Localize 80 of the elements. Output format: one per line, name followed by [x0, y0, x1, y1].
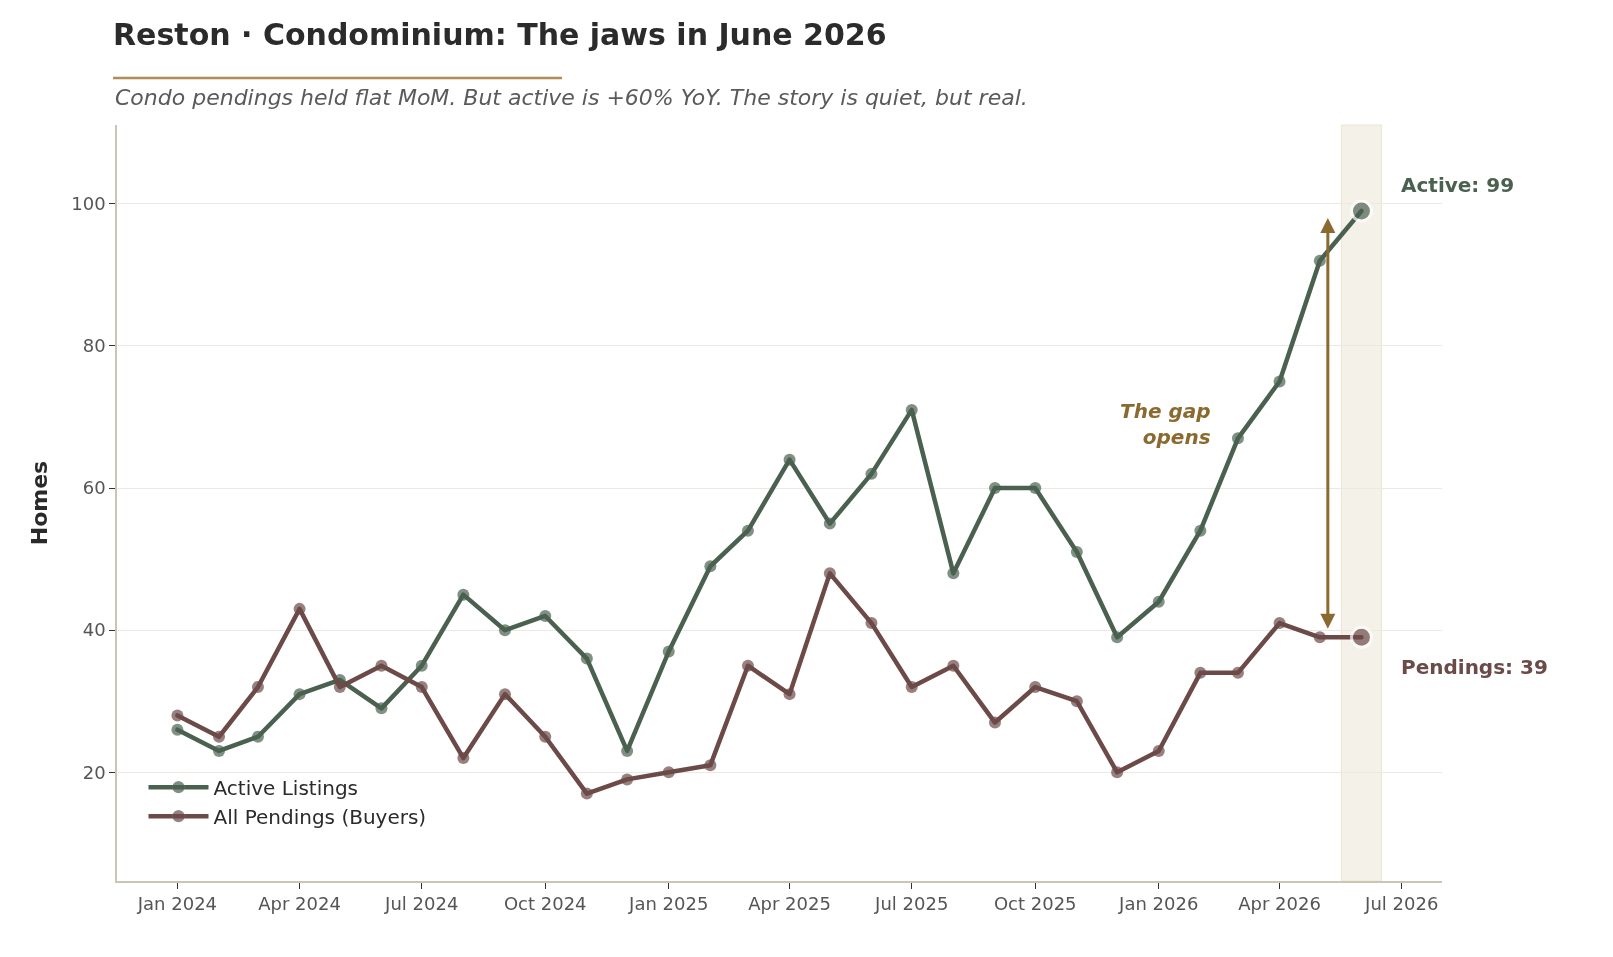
point	[1313, 631, 1326, 644]
y-axis-title: Homes	[26, 460, 52, 546]
point	[1231, 432, 1244, 445]
point	[498, 624, 511, 637]
point	[1194, 524, 1207, 537]
point	[457, 752, 470, 765]
point	[1070, 695, 1083, 708]
x-tick-label: Jan 2026	[1118, 893, 1199, 915]
point	[251, 730, 264, 743]
point	[539, 730, 552, 743]
point	[171, 723, 184, 736]
point	[415, 681, 428, 694]
point	[333, 681, 346, 694]
point	[1152, 744, 1165, 757]
point	[905, 681, 918, 694]
point	[865, 467, 878, 480]
data-label: Pendings: 39	[1401, 655, 1548, 679]
x-tick-label: Oct 2025	[993, 893, 1077, 915]
point	[213, 744, 226, 757]
data-label: Active: 99	[1401, 173, 1515, 197]
point	[251, 681, 264, 694]
y-tick-label: 40	[82, 619, 106, 641]
point	[293, 688, 306, 701]
point	[783, 688, 796, 701]
x-tick-label: Jul 2024	[384, 893, 459, 915]
point	[1194, 666, 1207, 679]
point	[865, 617, 878, 630]
point	[580, 787, 593, 800]
point	[171, 709, 184, 722]
point	[498, 688, 511, 701]
point	[1273, 375, 1286, 388]
point	[662, 645, 675, 658]
point	[375, 702, 388, 715]
point	[580, 652, 593, 665]
point	[1111, 766, 1124, 779]
point	[947, 567, 960, 580]
point	[539, 609, 552, 622]
legend-label: All Pendings (Buyers)	[213, 804, 427, 829]
y-tick-label: 20	[82, 761, 106, 783]
x-tick-label: Apr 2024	[258, 893, 341, 915]
point	[1070, 546, 1083, 559]
x-tick-label: Jan 2025	[628, 893, 709, 915]
x-tick-label: Apr 2026	[1238, 893, 1321, 915]
annotation: The gap opens	[1120, 399, 1211, 449]
point	[823, 567, 836, 580]
point	[823, 517, 836, 530]
x-tick-label: Jul 2026	[1364, 893, 1439, 915]
point	[704, 759, 717, 772]
point	[662, 766, 675, 779]
point	[457, 588, 470, 601]
point	[1231, 666, 1244, 679]
point	[1152, 595, 1165, 608]
point	[988, 716, 1001, 729]
point	[1273, 617, 1286, 630]
point	[905, 403, 918, 416]
point	[1029, 482, 1042, 495]
legend-label: Active Listings	[213, 775, 359, 800]
y-tick-label: 100	[71, 193, 106, 215]
point	[741, 659, 754, 672]
point	[704, 560, 717, 573]
chart-subtitle: Condo pendings held flat MoM. But active is +60% YoY. The story is quiet, but real.	[115, 85, 1028, 110]
point	[783, 453, 796, 466]
point	[947, 659, 960, 672]
point	[293, 602, 306, 615]
point	[375, 659, 388, 672]
y-tick-label: 80	[82, 335, 106, 357]
point	[415, 659, 428, 672]
point	[1029, 681, 1042, 694]
x-tick-label: Jul 2025	[874, 893, 949, 915]
x-tick-label: Oct 2024	[503, 893, 587, 915]
point	[741, 524, 754, 537]
point	[1313, 254, 1326, 267]
chart-title: Reston · Condominium: The jaws in June 2026	[113, 16, 887, 52]
point	[1111, 631, 1124, 644]
point	[988, 482, 1001, 495]
point	[213, 730, 226, 743]
x-tick-label: Jan 2024	[136, 893, 218, 915]
point	[621, 773, 634, 786]
x-tick-label: Apr 2025	[748, 893, 831, 915]
y-tick-label: 60	[82, 477, 106, 499]
